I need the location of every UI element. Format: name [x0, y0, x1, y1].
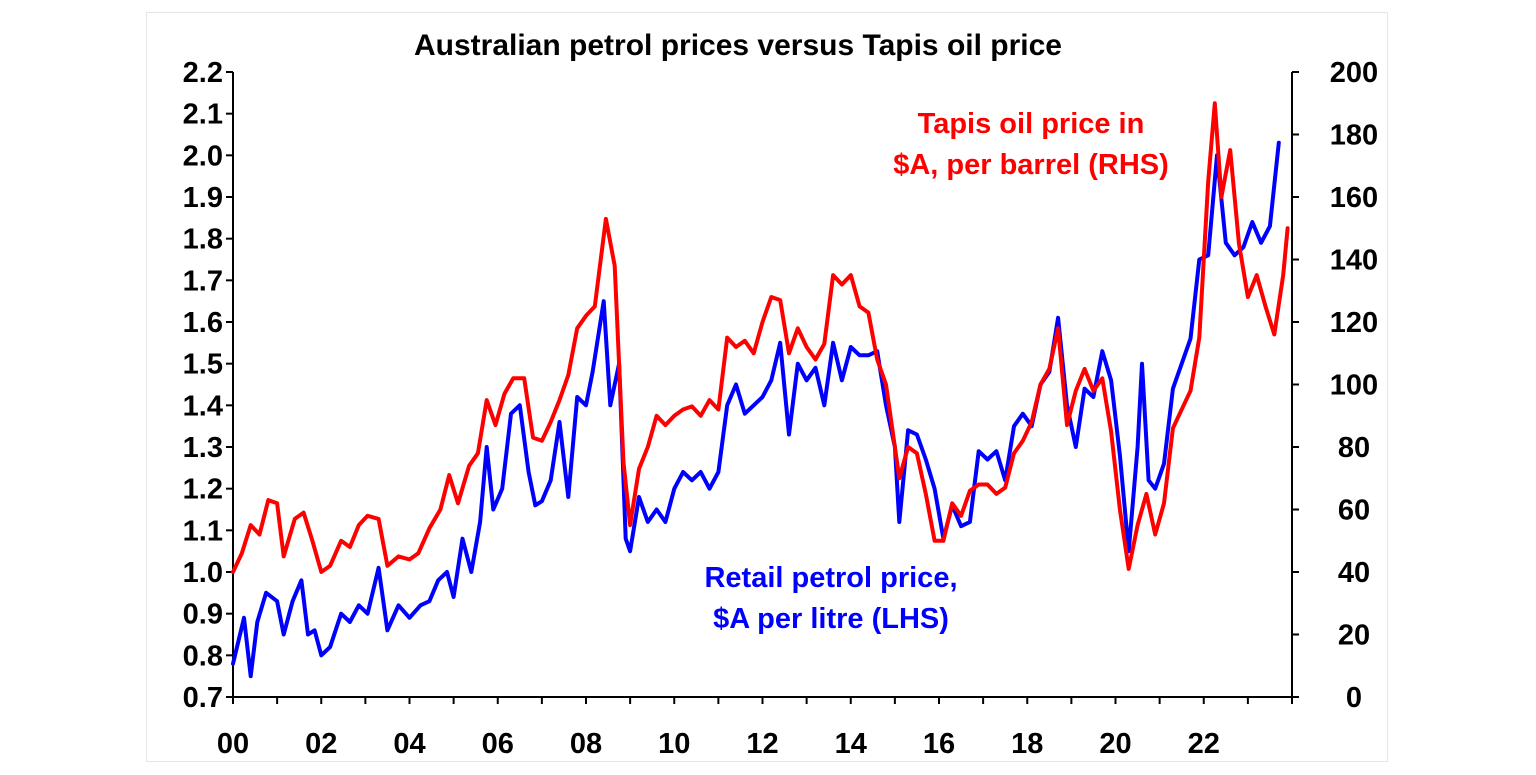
left-tick-label: 1.0: [183, 557, 223, 589]
x-tick-label: 10: [658, 728, 690, 760]
oil-series-label-line2: $A, per barrel (RHS): [893, 149, 1169, 181]
right-tick-label: 120: [1330, 307, 1378, 339]
right-tick-label: 0: [1346, 682, 1362, 714]
right-tick-label: 20: [1338, 620, 1370, 652]
right-tick-label: 40: [1338, 557, 1370, 589]
left-tick-label: 2.1: [183, 99, 223, 131]
petrol-price-line: [231, 140, 1281, 679]
x-tick-label: 04: [393, 728, 425, 760]
left-axis-ticks: 0.7 0.8 0.9 1.0 1.1 1.2 1.3 1.4 1.5 1.6 1.7 1.8 1.9 2…: [183, 57, 233, 714]
x-tick-label: 06: [482, 728, 514, 760]
chart-title: Australian petrol prices versus Tapis oi…: [414, 29, 1062, 62]
petrol-series-label-line1: Retail petrol price,: [704, 562, 957, 594]
x-tick-label: 02: [305, 728, 337, 760]
right-tick-label: 100: [1330, 370, 1378, 402]
right-tick-label: 180: [1330, 120, 1378, 152]
x-tick-label: 18: [1011, 728, 1043, 760]
right-tick-label: 200: [1330, 57, 1378, 89]
x-tick-label: 08: [570, 728, 602, 760]
right-tick-label: 60: [1338, 495, 1370, 527]
x-tick-label: 14: [835, 728, 867, 760]
right-tick-label: 160: [1330, 182, 1378, 214]
x-tick-label: 00: [217, 728, 249, 760]
left-tick-label: 0.8: [183, 640, 223, 672]
right-axis-ticks: 0 20 40 60 80 100 120 140 160 180 200: [1292, 57, 1378, 714]
x-axis-ticks: 00 02 04 06 08 10 12 14 16 18 20 22: [217, 697, 1293, 760]
left-tick-label: 1.8: [183, 224, 223, 256]
left-tick-label: 1.9: [183, 182, 223, 214]
petrol-series-label-line2: $A per litre (LHS): [713, 603, 949, 635]
x-tick-label: 20: [1099, 728, 1131, 760]
oil-series-label-line1: Tapis oil price in: [918, 108, 1145, 140]
right-tick-label: 140: [1330, 245, 1378, 277]
left-tick-label: 1.4: [183, 390, 223, 422]
oil-price-line: [231, 101, 1290, 574]
chart-frame: [146, 12, 1388, 762]
left-tick-label: 1.5: [183, 349, 223, 381]
left-tick-label: 0.9: [183, 599, 223, 631]
left-tick-label: 2.0: [183, 140, 223, 172]
left-tick-label: 1.2: [183, 474, 223, 506]
left-tick-label: 1.7: [183, 265, 223, 297]
right-tick-label: 80: [1338, 432, 1370, 464]
series-layer: [231, 101, 1290, 679]
x-tick-label: 22: [1188, 728, 1220, 760]
left-tick-label: 1.1: [183, 515, 223, 547]
x-tick-label: 16: [923, 728, 955, 760]
left-tick-label: 1.6: [183, 307, 223, 339]
left-tick-label: 2.2: [183, 57, 223, 89]
left-tick-label: 0.7: [183, 682, 223, 714]
left-tick-label: 1.3: [183, 432, 223, 464]
x-tick-label: 12: [746, 728, 778, 760]
